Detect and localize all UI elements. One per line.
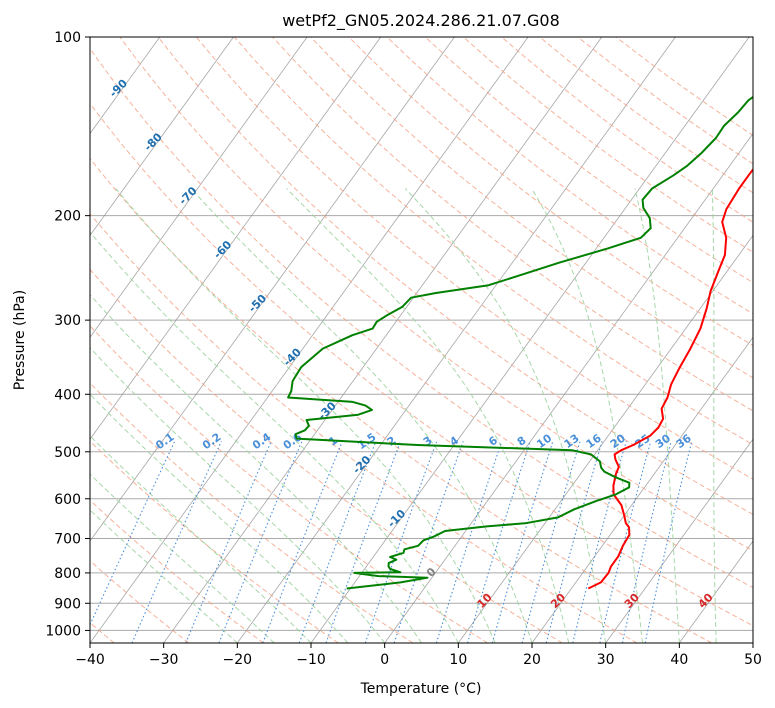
moist-adiabat-line bbox=[286, 188, 570, 643]
x-tick-label: −40 bbox=[75, 652, 105, 668]
x-tick-label: 10 bbox=[449, 652, 467, 668]
dry-adiabat-line bbox=[119, 37, 753, 552]
isotherm-line bbox=[90, 37, 529, 643]
moist-adiabat-line bbox=[90, 473, 275, 643]
x-tick-label: 30 bbox=[597, 652, 615, 668]
dry-adiabat-line bbox=[310, 37, 753, 379]
isotherm-line bbox=[605, 438, 753, 643]
isotherm-line bbox=[458, 234, 753, 643]
x-tick-label: −20 bbox=[223, 652, 253, 668]
mixing-ratio-line bbox=[621, 441, 672, 643]
temperature-profile-line bbox=[587, 167, 753, 590]
dry-adiabat-line bbox=[348, 37, 753, 347]
moist-adiabat-line bbox=[115, 188, 496, 643]
mixing-ratio-line bbox=[185, 441, 272, 643]
dry-adiabat-line bbox=[90, 268, 563, 643]
mixing-ratio-line bbox=[521, 441, 581, 643]
mixing-ratio-line bbox=[364, 441, 438, 643]
isotherm-line bbox=[531, 336, 753, 643]
dry-adiabat-line bbox=[90, 47, 753, 589]
x-tick-label: −30 bbox=[149, 652, 179, 668]
isotherm-line bbox=[90, 37, 308, 339]
x-axis-label: Temperature (°C) bbox=[360, 681, 482, 697]
moist-adiabat-line bbox=[90, 509, 238, 643]
x-tick-label: 20 bbox=[523, 652, 541, 668]
dry-adiabat-line bbox=[90, 157, 712, 643]
y-tick-label: 100 bbox=[54, 30, 81, 46]
isotherm-line bbox=[90, 37, 455, 542]
mixing-ratio-line bbox=[491, 441, 554, 643]
chart-title: wetPf2_GN05.2024.286.21.07.G08 bbox=[282, 11, 560, 31]
x-tick-label: 0 bbox=[380, 652, 389, 668]
isotherm-line bbox=[679, 540, 753, 643]
isotherm-line bbox=[163, 37, 603, 643]
y-tick-label: 900 bbox=[54, 596, 81, 612]
dry-adiabat-line bbox=[90, 382, 414, 643]
moist-adiabat-line bbox=[90, 435, 312, 643]
isotherm-line bbox=[90, 37, 234, 237]
y-tick-label: 600 bbox=[54, 492, 81, 508]
dry-adiabat-line bbox=[90, 560, 190, 643]
dry-adiabat-line bbox=[90, 102, 753, 627]
dry-adiabat-line bbox=[90, 213, 638, 643]
moist-adiabat-line bbox=[531, 188, 643, 643]
moist-adiabat-line bbox=[404, 188, 607, 643]
y-axis-label: Pressure (hPa) bbox=[12, 290, 28, 390]
mixing-ratio-line bbox=[545, 441, 603, 643]
moist-adiabat-line bbox=[90, 347, 386, 643]
y-tick-label: 1000 bbox=[45, 623, 81, 639]
x-tick-label: 50 bbox=[744, 652, 762, 668]
mixing-ratio-line bbox=[131, 441, 222, 643]
dewpoint-profile-line bbox=[287, 95, 753, 590]
mixing-ratio-line bbox=[644, 441, 693, 643]
dry-adiabat-line bbox=[386, 37, 753, 315]
isotherm-line bbox=[237, 37, 676, 643]
x-tick-label: 40 bbox=[670, 652, 688, 668]
moist-adiabat-line bbox=[90, 393, 349, 643]
mixing-ratio-line bbox=[325, 441, 402, 643]
x-tick-label: −10 bbox=[296, 652, 326, 668]
mixing-ratio-line bbox=[599, 441, 652, 643]
moist-adiabat-line bbox=[90, 231, 459, 643]
y-tick-label: 400 bbox=[54, 387, 81, 403]
plot-frame bbox=[89, 36, 754, 644]
y-tick-label: 500 bbox=[54, 445, 81, 461]
mixing-ratio-line bbox=[466, 441, 531, 643]
isotherm-line bbox=[90, 37, 382, 440]
isotherm-line bbox=[384, 132, 753, 643]
y-tick-label: 200 bbox=[54, 209, 81, 225]
y-tick-label: 700 bbox=[54, 532, 81, 548]
y-tick-label: 800 bbox=[54, 566, 81, 582]
moist-adiabat-line bbox=[90, 293, 422, 643]
y-tick-label: 300 bbox=[54, 313, 81, 329]
moist-adiabat-line bbox=[634, 188, 680, 643]
moist-adiabat-line bbox=[711, 188, 717, 643]
dry-adiabat-line bbox=[195, 37, 753, 480]
